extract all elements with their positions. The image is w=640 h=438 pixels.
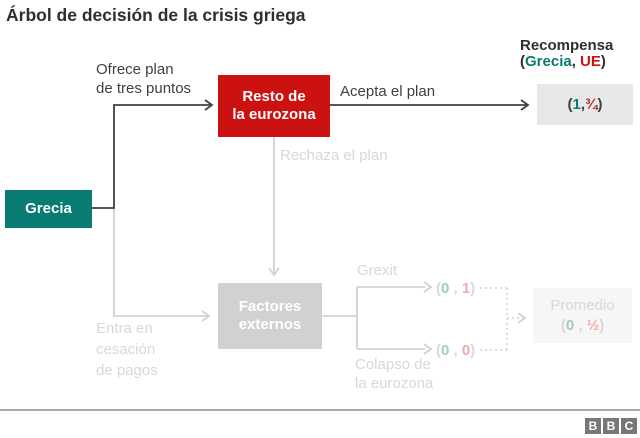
node-grecia-label: Grecia (25, 200, 72, 217)
edge-label-accept: Acepta el plan (340, 83, 436, 100)
payoff-average: Promedio (0 , ½) (533, 288, 632, 343)
bbc-logo-letter: B (585, 418, 601, 434)
footer-divider (0, 409, 640, 411)
bbc-logo: B B C (585, 418, 637, 434)
edge-label-grexit: Grexit (357, 262, 398, 279)
payoff-accept: (1 , ¾) (537, 84, 633, 125)
legend-eu: UE (580, 53, 601, 70)
average-dotted-lines (480, 287, 527, 351)
edge-accept-line (330, 99, 530, 111)
edge-label-offer: Ofrece plan de tres puntos (96, 61, 192, 97)
page-title: Árbol de decisión de la crisis griega (6, 5, 306, 25)
edge-default-line (113, 208, 211, 322)
edge-offer-line (92, 99, 214, 209)
edge-reject-line (268, 137, 280, 277)
legend-greece: Grecia (525, 53, 572, 70)
edge-label-default: Entra en cesación de pagos (96, 320, 158, 379)
edge-grexit-collapse-branch (322, 281, 433, 355)
payoff-legend-heading: Recompensa (520, 37, 614, 54)
payoff-average-label: Promedio (550, 296, 615, 314)
payoff-grexit: (0 , 1) (436, 280, 476, 297)
payoff-legend: Recompensa (Grecia, UE) (520, 38, 613, 70)
node-grecia: Grecia (5, 190, 92, 228)
edge-label-collapse: Colapso de la eurozona (355, 356, 434, 392)
payoff-legend-parties: (Grecia, UE) (520, 53, 606, 70)
bbc-logo-letter: B (603, 418, 619, 434)
edge-label-reject: Rechaza el plan (280, 147, 388, 164)
payoff-average-values: (0 , ½) (560, 316, 605, 334)
payoff-collapse: (0 , 0) (436, 342, 476, 359)
node-factores-externos: Factores externos (218, 283, 322, 349)
bbc-logo-letter: C (621, 418, 637, 434)
node-resto-eurozona: Resto de la eurozona (218, 75, 330, 137)
